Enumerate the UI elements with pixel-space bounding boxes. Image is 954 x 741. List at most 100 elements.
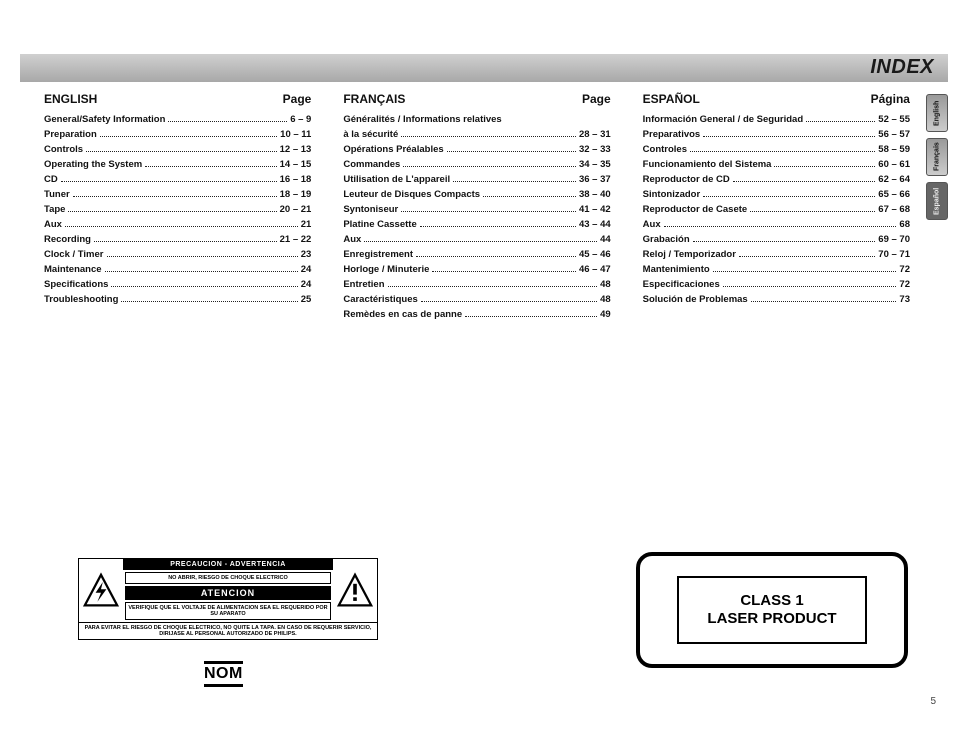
toc-page: 20 – 21 [280, 202, 312, 217]
toc-page: 52 – 55 [878, 112, 910, 127]
toc-page: 48 [600, 292, 611, 307]
toc-leader-dots [751, 301, 897, 302]
toc-page: 21 [301, 217, 312, 232]
toc-page: 58 – 59 [878, 142, 910, 157]
toc-page: 43 – 44 [579, 217, 611, 232]
toc-row: Preparativos56 – 57 [639, 127, 914, 142]
toc-leader-dots [703, 196, 875, 197]
toc-label: Recording [44, 232, 91, 247]
toc-row: Controls12 – 13 [40, 142, 315, 157]
warning-top-bar: PRECAUCION - ADVERTENCIA [123, 559, 333, 570]
toc-list-en: General/Safety Information6 – 9Preparati… [40, 112, 315, 307]
toc-leader-dots [105, 271, 298, 272]
toc-row: Troubleshooting25 [40, 292, 315, 307]
toc-row: Aux 21 [40, 217, 315, 232]
toc-row: Especificaciones72 [639, 277, 914, 292]
toc-row: Mantenimiento 72 [639, 262, 914, 277]
toc-page: 65 – 66 [878, 187, 910, 202]
toc-page: 21 – 22 [280, 232, 312, 247]
toc-row: Caractéristiques48 [339, 292, 614, 307]
toc-leader-dots [421, 301, 597, 302]
toc-row: Reproductor de Casete 67 – 68 [639, 202, 914, 217]
toc-leader-dots [86, 151, 277, 152]
toc-row: Grabación69 – 70 [639, 232, 914, 247]
toc-row: Sintonizador 65 – 66 [639, 187, 914, 202]
toc-label: Specifications [44, 277, 108, 292]
toc-label: Preparativos [643, 127, 701, 142]
toc-page: 10 – 11 [280, 127, 311, 142]
col-lang: FRANÇAIS [343, 92, 405, 106]
toc-leader-dots [145, 166, 276, 167]
toc-page: 25 [301, 292, 312, 307]
toc-label: Tuner [44, 187, 70, 202]
toc-leader-dots [121, 301, 297, 302]
toc-row: à la sécurité28 – 31 [339, 127, 614, 142]
toc-row: Utilisation de L'appareil36 – 37 [339, 172, 614, 187]
toc-leader-dots [100, 136, 277, 137]
toc-row: Preparation 10 – 11 [40, 127, 315, 142]
toc-leader-dots [483, 196, 576, 197]
toc-page: 67 – 68 [878, 202, 910, 217]
col-page-label: Page [283, 92, 312, 106]
tab-espanol[interactable]: Español [926, 182, 948, 220]
col-francais: FRANÇAIS Page Généralités / Informations… [339, 92, 614, 322]
toc-label: Opérations Préalables [343, 142, 443, 157]
toc-leader-dots [774, 166, 875, 167]
toc-page: 68 [899, 217, 910, 232]
toc-label: Mantenimiento [643, 262, 710, 277]
toc-row: Operating the System14 – 15 [40, 157, 315, 172]
toc-label: Operating the System [44, 157, 142, 172]
toc-label: Généralités / Informations relatives [343, 112, 501, 127]
toc-row: Reproductor de CD62 – 64 [639, 172, 914, 187]
warning-line1: NO ABRIR, RIESGO DE CHOQUE ELECTRICO [125, 572, 331, 584]
toc-page: 34 – 35 [579, 157, 611, 172]
toc-label: Utilisation de L'appareil [343, 172, 450, 187]
language-tabs: English Français Español [926, 94, 948, 220]
toc-list-fr: Généralités / Informations relativesà la… [339, 112, 614, 322]
toc-leader-dots [107, 256, 298, 257]
toc-page: 72 [899, 262, 910, 277]
shock-icon [79, 559, 123, 622]
toc-leader-dots [416, 256, 576, 257]
toc-leader-dots [420, 226, 576, 227]
tab-english[interactable]: English [926, 94, 948, 132]
page-number: 5 [930, 696, 936, 707]
toc-label: Leuteur de Disques Compacts [343, 187, 480, 202]
toc-row: Controles58 – 59 [639, 142, 914, 157]
toc-label: General/Safety Information [44, 112, 165, 127]
laser-line2: LASER PRODUCT [707, 610, 836, 628]
toc-leader-dots [690, 151, 875, 152]
warning-label: PRECAUCION - ADVERTENCIA NO ABRIR, RIESG… [78, 558, 378, 640]
toc-label: Clock / Timer [44, 247, 104, 262]
toc-row: Información General / de Seguridad 52 – 5… [639, 112, 914, 127]
toc-page: 60 – 61 [878, 157, 910, 172]
toc-page: 24 [301, 277, 312, 292]
toc-label: Funcionamiento del Sistema [643, 157, 772, 172]
toc-label: Enregistrement [343, 247, 413, 262]
toc-label: Sintonizador [643, 187, 701, 202]
toc-page: 45 – 46 [579, 247, 611, 262]
toc-leader-dots [739, 256, 875, 257]
toc-leader-dots [465, 316, 597, 317]
tab-francais[interactable]: Français [926, 138, 948, 176]
toc-row: Specifications 24 [40, 277, 315, 292]
toc-page: 6 – 9 [290, 112, 311, 127]
toc-page: 48 [600, 277, 611, 292]
toc-row: General/Safety Information 6 – 9 [40, 112, 315, 127]
toc-page: 18 – 19 [280, 187, 312, 202]
laser-label-inner: CLASS 1 LASER PRODUCT [677, 576, 866, 644]
toc-label: Remèdes en cas de panne [343, 307, 462, 322]
toc-label: Información General / de Seguridad [643, 112, 803, 127]
toc-label: Preparation [44, 127, 97, 142]
toc-label: Aux [44, 217, 62, 232]
toc-list-es: Información General / de Seguridad 52 – 5… [639, 112, 914, 307]
nom-mark: NOM [204, 660, 243, 688]
toc-row: Reloj / Temporizador70 – 71 [639, 247, 914, 262]
toc-leader-dots [364, 241, 597, 242]
toc-row: Généralités / Informations relatives [339, 112, 614, 127]
toc-leader-dots [733, 181, 876, 182]
toc-row: Funcionamiento del Sistema 60 – 61 [639, 157, 914, 172]
toc-label: Aux [643, 217, 661, 232]
toc-row: Remèdes en cas de panne49 [339, 307, 614, 322]
toc-label: Reproductor de Casete [643, 202, 748, 217]
